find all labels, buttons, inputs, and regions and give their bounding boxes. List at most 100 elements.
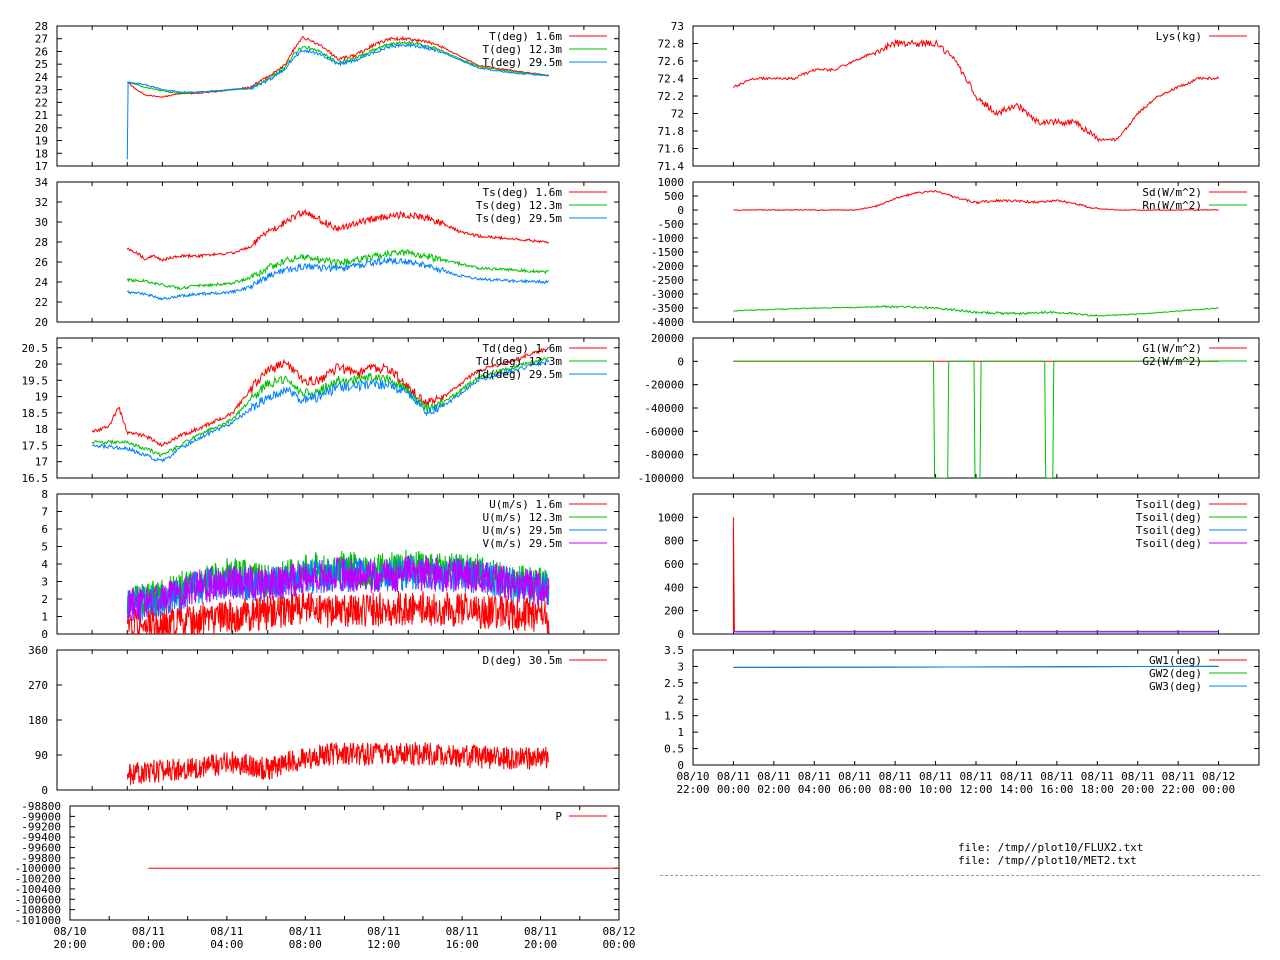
y-tick-label: -20000: [644, 379, 684, 392]
y-tick-label: 2.5: [664, 677, 684, 690]
y-tick-label: 18: [35, 147, 48, 160]
y-tick-label: 24: [35, 71, 49, 84]
y-tick-label: 2: [677, 693, 684, 706]
y-tick-label: -60000: [644, 425, 684, 438]
x-tick-date: 08/11: [838, 770, 871, 783]
legend-label: GW3(deg): [1149, 680, 1202, 693]
y-tick-label: 7: [41, 506, 48, 519]
legend-label: U(m/s) 12.3m: [483, 511, 563, 524]
y-tick-label: 34: [35, 176, 49, 189]
x-tick-date: 08/11: [959, 770, 992, 783]
x-tick-date: 08/11: [1121, 770, 1154, 783]
x-tick-date: 08/11: [289, 925, 322, 938]
y-tick-label: 500: [664, 190, 684, 203]
series-line: [732, 38, 1220, 143]
y-tick-label: 71.6: [658, 143, 685, 156]
legend-label: GW1(deg): [1149, 654, 1202, 667]
y-tick-label: 20.5: [22, 342, 49, 355]
y-tick-label: 19: [35, 391, 48, 404]
y-tick-label: 18.5: [22, 407, 49, 420]
series-line: [733, 304, 1219, 317]
x-tick-time: 08:00: [289, 938, 322, 951]
x-axis-pressure: 08/1020:0008/1100:0008/1104:0008/1108:00…: [53, 925, 635, 951]
x-tick-date: 08/11: [1162, 770, 1195, 783]
y-tick-label: 17: [35, 160, 48, 173]
legend-label: Ts(deg) 29.5m: [476, 212, 562, 225]
y-tick-label: 19: [35, 135, 48, 148]
y-tick-label: 30: [35, 216, 48, 229]
y-tick-label: -100400: [15, 883, 61, 896]
y-tick-label: -40000: [644, 402, 684, 415]
y-tick-label: -3000: [651, 288, 684, 301]
file-list: file: /tmp//plot10/FLUX2.txt file: /tmp//…: [958, 841, 1143, 867]
chart-wind-speed: 0 1 2 3 4 5 6 7 8 U(m/s) 1.6mU(m/s) 12.3mU(m/s) 2…: [41, 488, 620, 641]
y-tick-label: 1: [677, 726, 684, 739]
y-tick-label: 24: [35, 276, 49, 289]
y-tick-label: 0: [677, 759, 684, 772]
series-line: [92, 359, 550, 463]
legend-label: Td(deg) 29.5m: [476, 368, 562, 381]
series-line: [126, 248, 549, 290]
y-tick-label: 4: [41, 558, 48, 571]
y-tick-label: 22: [35, 296, 48, 309]
series-line: [126, 741, 550, 786]
y-tick-label: 25: [35, 58, 48, 71]
legend-label: G2(W/m^2): [1142, 355, 1202, 368]
legend-label: Td(deg) 12.3m: [476, 355, 562, 368]
legend-label: Tsoil(deg): [1136, 524, 1202, 537]
y-tick-label: 26: [35, 45, 48, 58]
y-tick-label: -99000: [21, 810, 61, 823]
x-tick-time: 00:00: [132, 938, 165, 951]
y-tick-label: 800: [664, 535, 684, 548]
y-tick-label: -4000: [651, 316, 684, 329]
y-tick-label: 26: [35, 256, 48, 269]
y-tick-label: 72.8: [658, 38, 685, 51]
series-line: [126, 590, 550, 634]
y-tick-label: 27: [35, 33, 48, 46]
x-tick-date: 08/11: [1040, 770, 1073, 783]
y-tick-label: -100600: [15, 893, 61, 906]
chart-ground-heat-flux: -100000 -80000 -60000 -40000 -20000 0 20000 G1(…: [638, 332, 1260, 485]
legend-label: Td(deg) 1.6m: [483, 342, 563, 355]
x-tick-time: 12:00: [367, 938, 400, 951]
y-tick-label: -2000: [651, 260, 684, 273]
x-tick-time: 04:00: [798, 783, 831, 796]
y-tick-label: 18: [35, 423, 48, 436]
y-tick-label: 72.2: [658, 90, 685, 103]
legend-label: Ts(deg) 12.3m: [476, 199, 562, 212]
y-tick-label: 72.4: [658, 73, 685, 86]
y-tick-label: 400: [664, 581, 684, 594]
x-tick-time: 22:00: [676, 783, 709, 796]
x-tick-date: 08/11: [757, 770, 790, 783]
y-tick-label: -1000: [651, 232, 684, 245]
y-tick-label: 28: [35, 236, 48, 249]
y-tick-label: 3: [41, 576, 48, 589]
x-tick-time: 18:00: [1081, 783, 1114, 796]
legend-label: V(m/s) 29.5m: [483, 537, 563, 550]
x-tick-date: 08/11: [919, 770, 952, 783]
file-label-met: file: /tmp//plot10/MET2.txt: [958, 854, 1137, 867]
y-tick-label: 0: [677, 628, 684, 641]
y-tick-label: -100800: [15, 904, 61, 917]
y-tick-label: 2: [41, 593, 48, 606]
y-tick-label: 71.4: [658, 160, 685, 173]
x-tick-time: 02:00: [757, 783, 790, 796]
series-line: [91, 356, 550, 457]
y-tick-label: 3.5: [664, 644, 684, 657]
legend-label: P: [555, 810, 562, 823]
series-line: [126, 42, 549, 160]
y-tick-label: 0: [677, 204, 684, 217]
y-tick-label: -99400: [21, 831, 61, 844]
y-tick-label: -3500: [651, 302, 684, 315]
y-tick-label: 6: [41, 523, 48, 536]
x-tick-date: 08/10: [53, 925, 86, 938]
y-tick-label: 73: [671, 20, 684, 33]
y-tick-label: 17: [35, 456, 48, 469]
x-tick-date: 08/12: [1202, 770, 1235, 783]
y-tick-label: -100000: [638, 472, 684, 485]
x-tick-date: 08/11: [210, 925, 243, 938]
x-tick-time: 16:00: [1040, 783, 1073, 796]
legend-label: U(m/s) 29.5m: [483, 524, 563, 537]
y-tick-label: -100000: [15, 862, 61, 875]
legend-label: T(deg) 29.5m: [483, 56, 563, 69]
